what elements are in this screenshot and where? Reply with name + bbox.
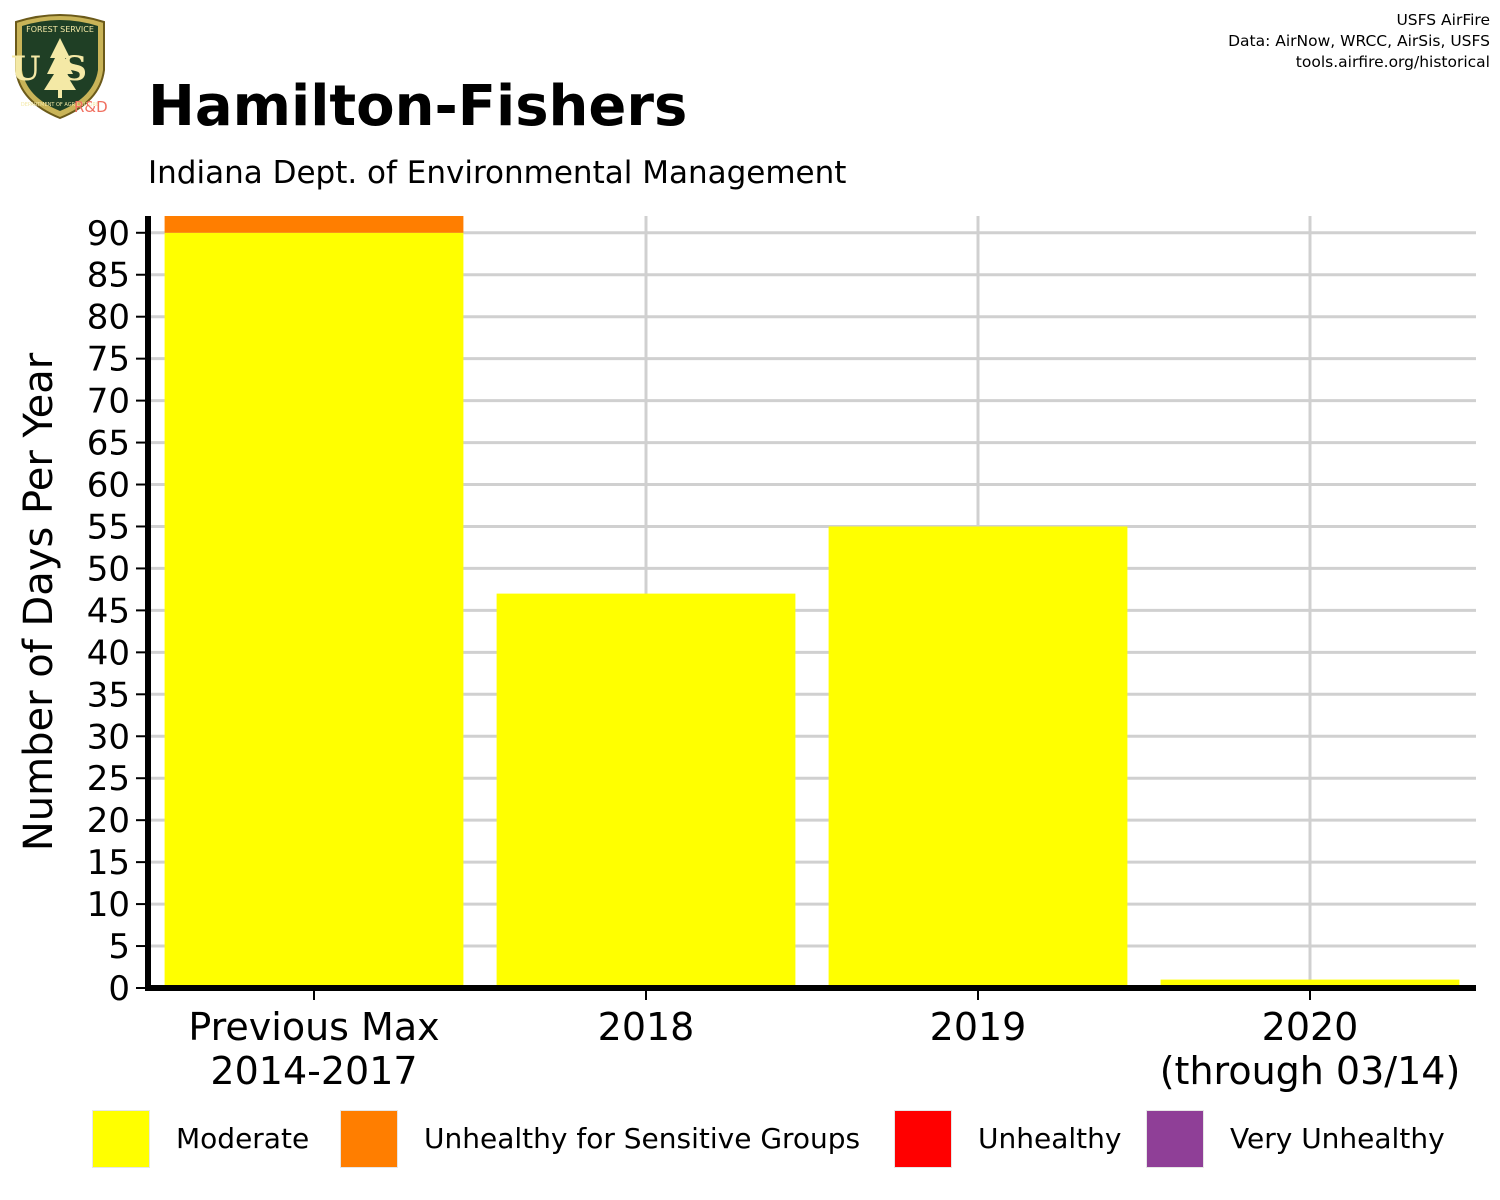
x-tick-label: 2018 — [598, 1005, 695, 1049]
x-tick-label: Previous Max — [188, 1005, 439, 1049]
y-tick-label: 70 — [87, 382, 130, 422]
chart-subtitle: Indiana Dept. of Environmental Managemen… — [148, 155, 847, 191]
y-tick-label: 65 — [87, 424, 130, 464]
svg-text:DEPARTMENT OF AGRICULTURE: DEPARTMENT OF AGRICULTURE — [21, 102, 99, 108]
y-tick-label: 30 — [87, 717, 130, 757]
credits-line-2: Data: AirNow, WRCC, AirSis, USFS — [1228, 32, 1490, 50]
y-tick-label: 0 — [108, 969, 130, 1009]
bar-segment — [164, 232, 464, 989]
legend-label-moderate: Moderate — [176, 1122, 310, 1155]
legend-label-usg: Unhealthy for Sensitive Groups — [424, 1122, 861, 1155]
bar-segment — [164, 216, 464, 233]
y-tick-label: 85 — [87, 256, 130, 296]
y-tick-label: 80 — [87, 298, 130, 338]
x-tick-label: 2019 — [930, 1005, 1027, 1049]
legend-swatch-usg — [340, 1110, 398, 1168]
bar-segment — [828, 526, 1128, 988]
forest-service-logo: US FOREST SERVICE DEPARTMENT OF AGRICULT… — [8, 8, 112, 120]
credits-line-1: USFS AirFire — [1396, 11, 1490, 29]
chart-title: Hamilton-Fishers — [148, 74, 688, 139]
bar-segment — [1160, 979, 1460, 988]
y-tick-label: 25 — [87, 759, 130, 799]
y-tick-label: 15 — [87, 843, 130, 883]
y-tick-label: 60 — [87, 466, 130, 506]
svg-text:US: US — [11, 49, 109, 89]
credits: USFS AirFire Data: AirNow, WRCC, AirSis,… — [1228, 10, 1490, 73]
y-axis-title: Number of Days Per Year — [16, 352, 62, 851]
legend-label-very-unhealthy: Very Unhealthy — [1230, 1122, 1445, 1155]
y-tick-label: 20 — [87, 801, 130, 841]
y-tick-label: 5 — [108, 927, 130, 967]
legend-swatch-unhealthy — [894, 1110, 952, 1168]
y-tick-label: 45 — [87, 591, 130, 631]
y-tick-label: 10 — [87, 885, 130, 925]
rd-label: R&D — [74, 98, 108, 116]
y-tick-label: 75 — [87, 340, 130, 380]
svg-text:FOREST SERVICE: FOREST SERVICE — [26, 25, 94, 34]
x-tick-label: (through 03/14) — [1160, 1049, 1461, 1093]
legend-swatch-very-unhealthy — [1146, 1110, 1204, 1168]
bar-segment — [496, 593, 796, 988]
x-tick-label: 2014-2017 — [210, 1049, 417, 1093]
legend-label-unhealthy: Unhealthy — [978, 1122, 1122, 1155]
y-tick-label: 35 — [87, 675, 130, 715]
y-tick-label: 40 — [87, 633, 130, 673]
x-tick-label: 2020 — [1262, 1005, 1359, 1049]
y-tick-label: 90 — [87, 214, 130, 254]
credits-line-3: tools.airfire.org/historical — [1295, 53, 1490, 71]
y-tick-label: 50 — [87, 549, 130, 589]
legend-swatch-moderate — [92, 1110, 150, 1168]
y-tick-label: 55 — [87, 507, 130, 547]
